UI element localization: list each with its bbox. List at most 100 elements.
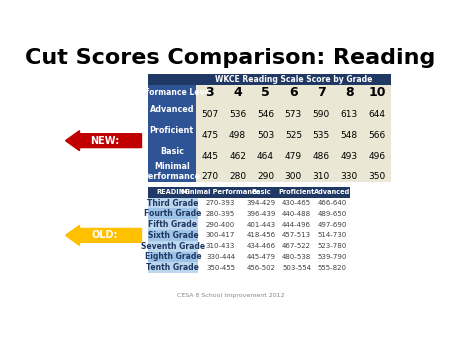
Text: 507: 507 xyxy=(201,110,218,119)
Text: 10: 10 xyxy=(369,86,386,99)
FancyArrow shape xyxy=(66,225,141,245)
Bar xyxy=(314,230,350,241)
Bar xyxy=(243,219,279,230)
Bar xyxy=(224,141,252,151)
Text: 555-820: 555-820 xyxy=(318,265,346,271)
Bar xyxy=(252,130,279,141)
Text: Basic: Basic xyxy=(251,189,270,195)
Bar xyxy=(224,171,252,182)
Bar xyxy=(279,99,307,109)
Bar xyxy=(314,262,350,273)
Text: 5: 5 xyxy=(261,86,270,99)
Text: 546: 546 xyxy=(257,110,274,119)
Bar xyxy=(307,109,335,120)
Bar xyxy=(279,187,314,198)
Text: 270-393: 270-393 xyxy=(206,200,235,206)
Text: 566: 566 xyxy=(369,131,386,140)
Bar xyxy=(279,209,314,219)
Bar xyxy=(335,171,363,182)
Text: Basic: Basic xyxy=(160,147,184,155)
Bar xyxy=(363,85,391,99)
Text: 310: 310 xyxy=(313,172,330,182)
Bar xyxy=(279,171,307,182)
Bar xyxy=(224,120,252,130)
Bar xyxy=(252,141,279,151)
Bar xyxy=(196,109,224,120)
Bar xyxy=(363,99,391,109)
Bar xyxy=(243,198,279,209)
Bar xyxy=(224,85,252,99)
Bar xyxy=(148,171,196,182)
Bar xyxy=(198,198,243,209)
Text: Eighth Grade: Eighth Grade xyxy=(144,252,201,261)
Bar xyxy=(243,251,279,262)
Bar xyxy=(198,187,243,198)
Text: 300-417: 300-417 xyxy=(206,232,235,238)
Text: 280-395: 280-395 xyxy=(206,211,235,217)
Bar xyxy=(196,162,224,171)
Text: 418-456: 418-456 xyxy=(246,232,275,238)
Bar xyxy=(314,198,350,209)
Text: Third Grade: Third Grade xyxy=(147,198,198,208)
Text: 503-554: 503-554 xyxy=(282,265,311,271)
Text: Fifth Grade: Fifth Grade xyxy=(148,220,198,229)
Text: 300: 300 xyxy=(285,172,302,182)
Bar xyxy=(314,219,350,230)
Text: READING: READING xyxy=(156,189,190,195)
Bar xyxy=(148,74,391,85)
Text: 401-443: 401-443 xyxy=(246,222,275,227)
Bar xyxy=(307,141,335,151)
Text: 536: 536 xyxy=(229,110,246,119)
Bar xyxy=(148,251,198,262)
Text: Advanced: Advanced xyxy=(314,189,350,195)
Bar xyxy=(198,219,243,230)
Bar xyxy=(252,171,279,182)
Bar xyxy=(148,198,198,209)
Text: 498: 498 xyxy=(229,131,246,140)
Bar xyxy=(243,241,279,251)
Text: 456-502: 456-502 xyxy=(246,265,275,271)
Text: 535: 535 xyxy=(313,131,330,140)
Bar xyxy=(335,130,363,141)
Text: 548: 548 xyxy=(341,131,358,140)
Text: Proficient: Proficient xyxy=(279,189,315,195)
Bar xyxy=(196,130,224,141)
Text: Tenth Grade: Tenth Grade xyxy=(146,263,199,272)
Bar xyxy=(252,99,279,109)
Bar xyxy=(148,130,196,141)
Bar xyxy=(148,187,198,198)
Bar xyxy=(196,171,224,182)
Text: NEW:: NEW: xyxy=(90,136,120,146)
Bar xyxy=(279,141,307,151)
Bar xyxy=(243,262,279,273)
Bar xyxy=(243,209,279,219)
Text: 514-730: 514-730 xyxy=(318,232,347,238)
Bar xyxy=(279,120,307,130)
Bar xyxy=(148,162,196,171)
Text: 7: 7 xyxy=(317,86,326,99)
Bar xyxy=(363,109,391,120)
Bar xyxy=(314,209,350,219)
Bar xyxy=(252,162,279,171)
Text: 496: 496 xyxy=(369,151,386,161)
Text: 467-522: 467-522 xyxy=(282,243,311,249)
Text: 350: 350 xyxy=(369,172,386,182)
Bar xyxy=(279,130,307,141)
Text: 444-496: 444-496 xyxy=(282,222,311,227)
Bar xyxy=(335,85,363,99)
Bar xyxy=(148,262,198,273)
Text: 525: 525 xyxy=(285,131,302,140)
Text: Proficient: Proficient xyxy=(150,126,194,135)
Bar xyxy=(279,251,314,262)
Bar xyxy=(279,85,307,99)
Bar xyxy=(196,151,224,162)
Bar xyxy=(148,109,196,120)
Text: Minimal Performance: Minimal Performance xyxy=(181,189,260,195)
Bar xyxy=(196,120,224,130)
Text: 270: 270 xyxy=(201,172,218,182)
Bar xyxy=(307,130,335,141)
Bar xyxy=(252,151,279,162)
Bar xyxy=(224,99,252,109)
Text: Advanced: Advanced xyxy=(149,105,194,114)
Text: 466-640: 466-640 xyxy=(318,200,347,206)
